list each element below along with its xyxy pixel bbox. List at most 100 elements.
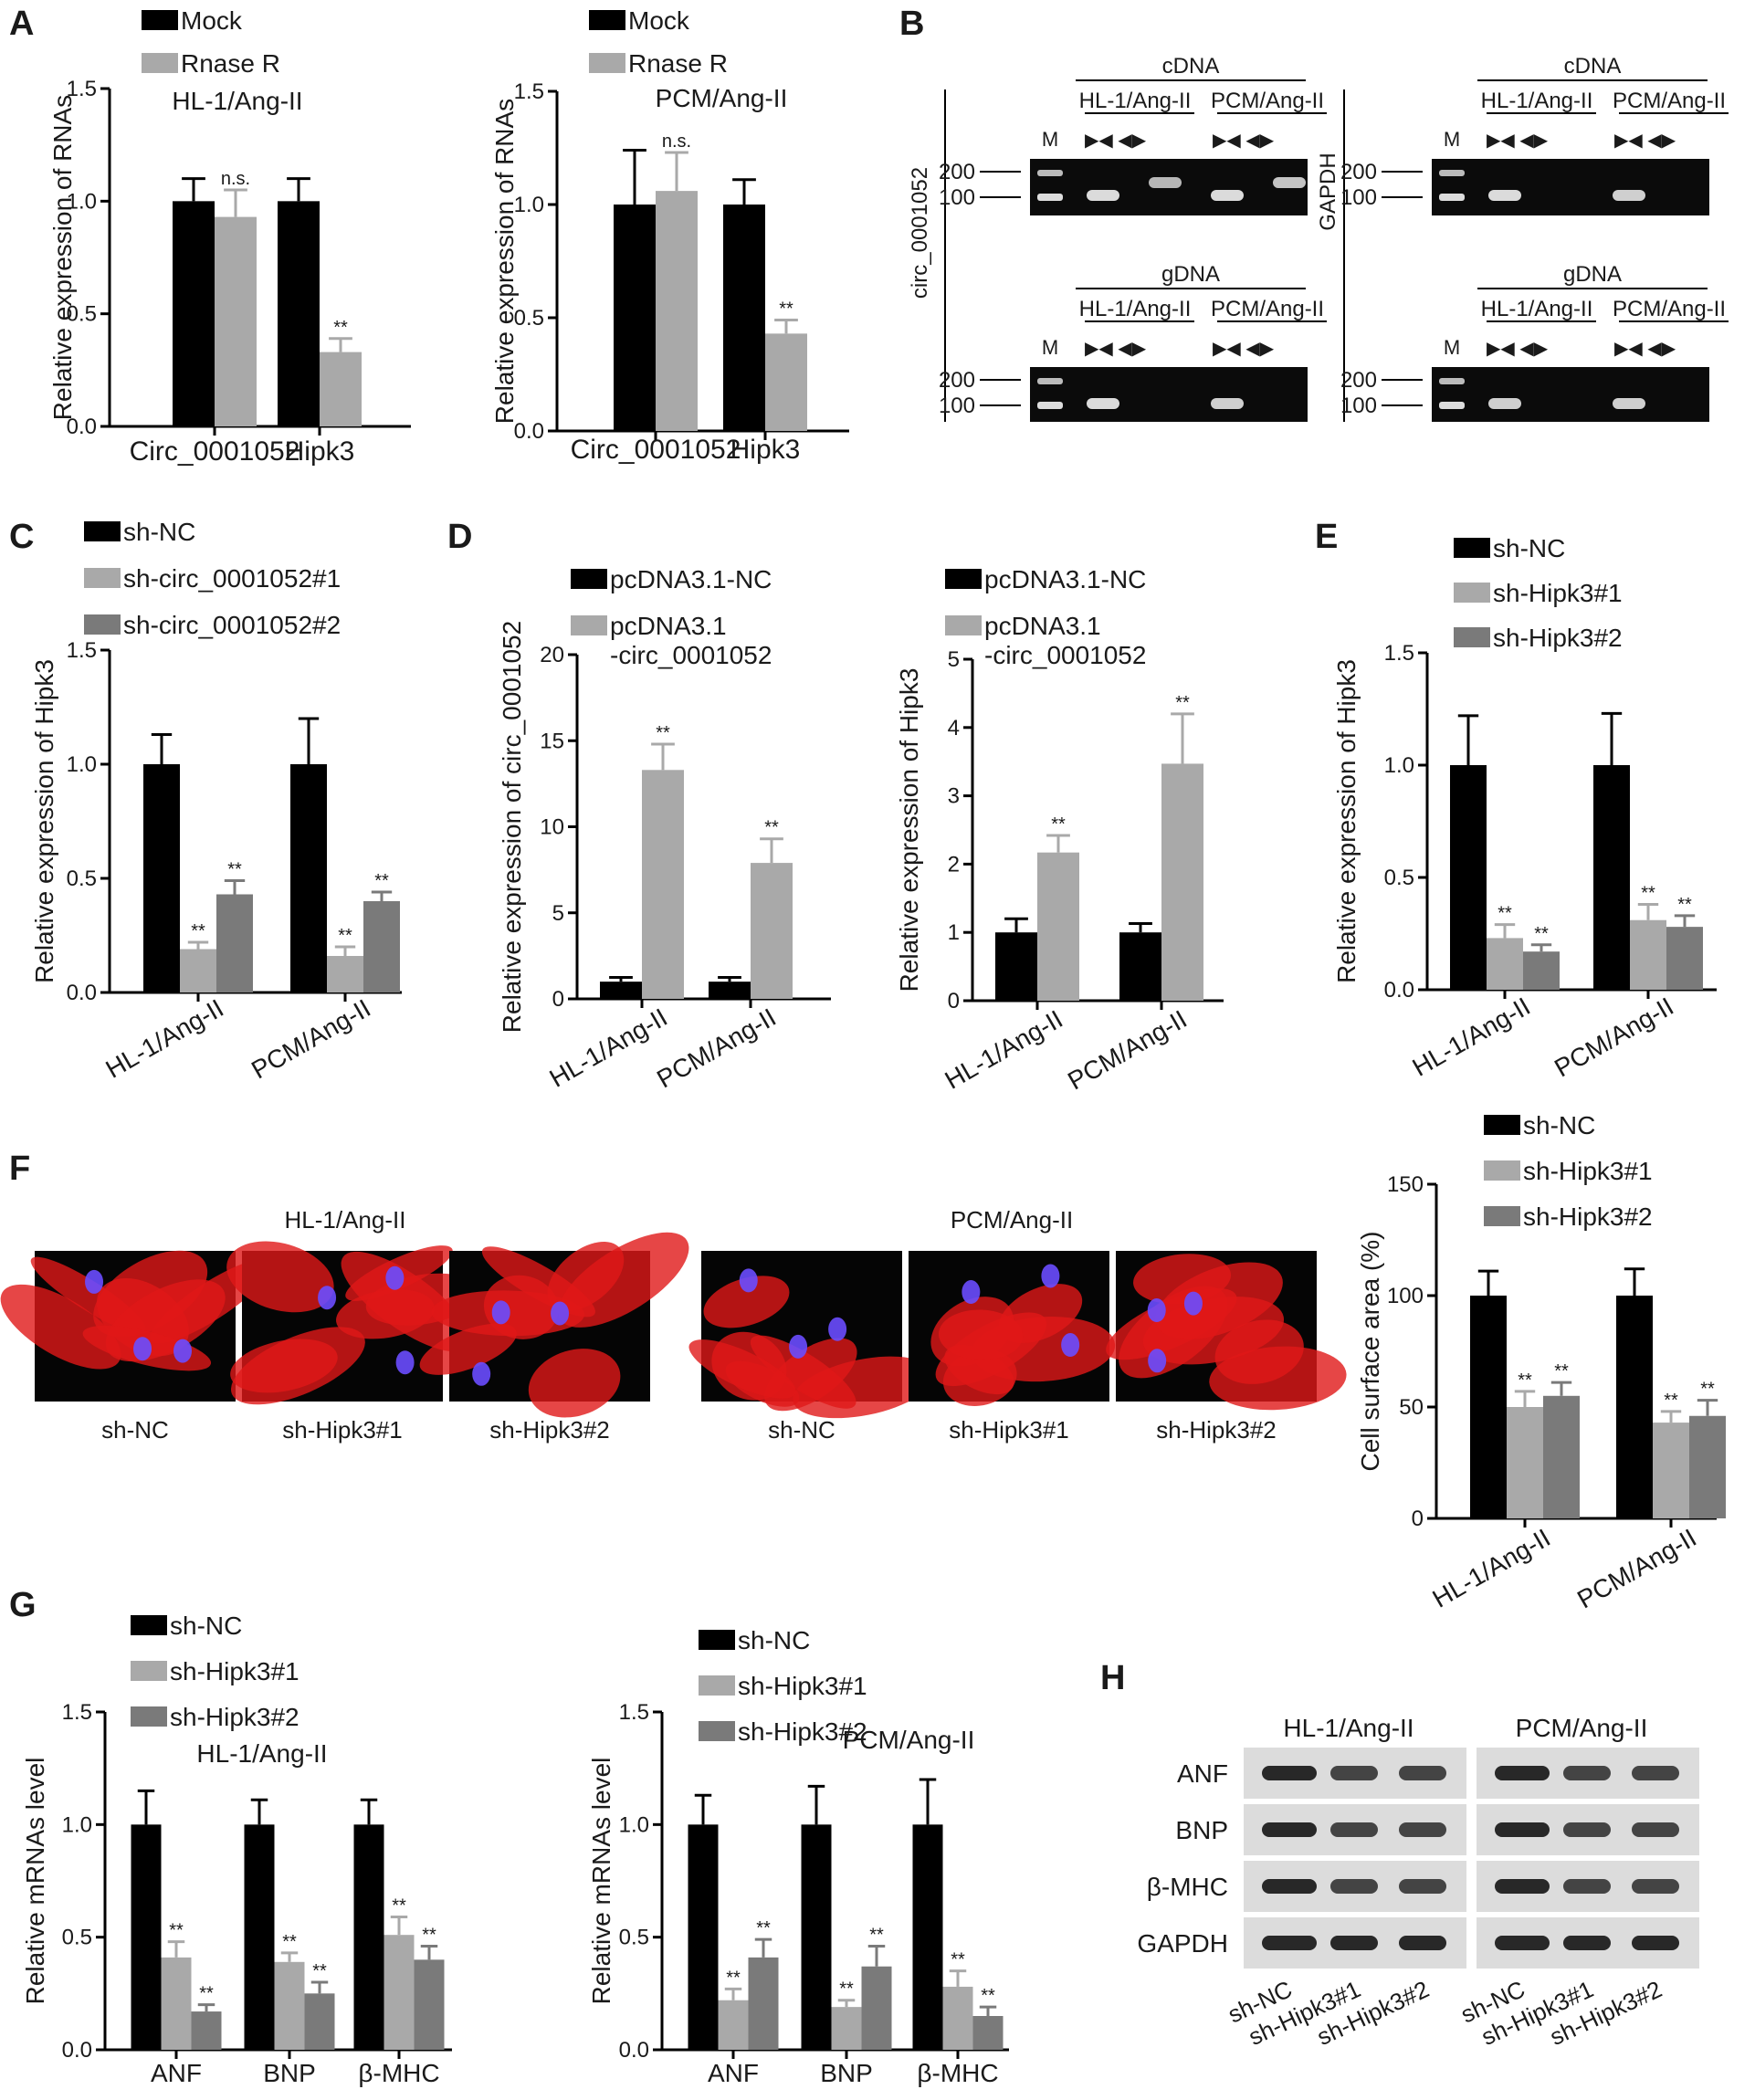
- micrograph-label: sh-Hipk3#2: [489, 1416, 610, 1444]
- bar: [1689, 1415, 1726, 1518]
- y-tick-label: 15: [540, 729, 564, 753]
- blot-row-label: GAPDH: [1137, 1929, 1228, 1958]
- primer-symbols: ▶◀ ◀▶: [1614, 131, 1676, 151]
- significance-label: **: [1554, 1361, 1569, 1381]
- x-category-label: β-MHC: [917, 2059, 998, 2087]
- marker-band: [1439, 170, 1465, 176]
- gel-lane-group-label: PCM/Ang-II: [1613, 297, 1726, 321]
- protein-band: [1563, 1879, 1611, 1894]
- x-category-label: Hipk3: [285, 436, 355, 467]
- y-axis-label: Relative expression of Hipk3: [895, 668, 923, 992]
- blot-group-title: PCM/Ang-II: [1516, 1714, 1648, 1742]
- y-tick-label: 0.5: [1384, 866, 1414, 890]
- y-tick-label: 0.5: [62, 1926, 92, 1950]
- protein-band: [1262, 1822, 1317, 1837]
- bar: [861, 1966, 892, 2050]
- primer-symbols: ▶◀ ◀▶: [1085, 339, 1147, 359]
- panel-b-gels: circ_0001052 GAPDH cDNA HL-1/Ang-II PCM/Ang-…: [908, 54, 1729, 422]
- significance-label: **: [764, 818, 779, 838]
- bar: [723, 205, 765, 431]
- significance-label: **: [1051, 814, 1066, 835]
- dna-band: [1149, 177, 1182, 188]
- protein-band: [1563, 1822, 1611, 1837]
- cell-nucleus: [395, 1350, 415, 1375]
- blot-group-title: HL-1/Ang-II: [1283, 1714, 1413, 1742]
- cell-body: [938, 1309, 1024, 1360]
- protein-band: [1330, 1879, 1378, 1894]
- gel-template-label: gDNA: [1161, 262, 1220, 287]
- cell-nucleus: [1148, 1349, 1167, 1373]
- x-category-label: PCM/Ang-II: [1572, 1523, 1701, 1613]
- y-tick-label: 1.0: [67, 752, 97, 777]
- protein-band: [1399, 1936, 1446, 1950]
- bar: [131, 1824, 162, 2050]
- micrograph-label: sh-Hipk3#2: [1156, 1416, 1277, 1444]
- protein-band: [1632, 1879, 1679, 1894]
- bar: [688, 1824, 719, 2050]
- panel-label-c: C: [9, 518, 34, 556]
- protein-band: [1262, 1766, 1317, 1780]
- marker-label: M: [1444, 336, 1460, 359]
- x-category-label: Circ_0001052: [130, 436, 300, 467]
- bar: [180, 949, 216, 992]
- cell-nucleus: [962, 1280, 981, 1305]
- y-tick-label: 1: [948, 920, 960, 945]
- legend-swatch: [1454, 583, 1490, 603]
- protein-band: [1632, 1936, 1679, 1950]
- significance-label: **: [839, 1979, 854, 2000]
- chart-title: PCM/Ang-II: [843, 1726, 975, 1754]
- legend-label: pcDNA3.1: [984, 612, 1101, 640]
- y-tick-label: 5: [948, 647, 960, 672]
- legend-label: sh-NC: [1493, 534, 1565, 562]
- marker-band: [1037, 194, 1063, 201]
- significance-label: **: [1700, 1380, 1715, 1400]
- cell-body: [230, 1339, 338, 1393]
- legend-label: Mock: [181, 6, 243, 35]
- legend-label: sh-Hipk3#2: [170, 1703, 300, 1731]
- chart-d-hipk3: 0 1 2 3 4 5 Relative expression of Hipk3 ** HL-1…: [895, 565, 1224, 1096]
- gel-lane-group-label: PCM/Ang-II: [1613, 89, 1726, 113]
- marker-band: [1439, 378, 1465, 384]
- y-axis-label: Relative expression of Hipk3: [30, 659, 58, 983]
- y-tick-label: 1.5: [62, 1700, 92, 1725]
- significance-label: **: [1677, 895, 1692, 915]
- bar: [215, 216, 257, 426]
- cell-body: [0, 1284, 121, 1370]
- panel-label-e: E: [1315, 518, 1338, 556]
- legend-swatch: [1454, 627, 1490, 647]
- cell-body: [1209, 1346, 1347, 1411]
- bar: [751, 863, 793, 999]
- legend-label: -circ_0001052: [984, 641, 1146, 669]
- primer-symbols: ▶◀ ◀▶: [1213, 131, 1275, 151]
- bar: [320, 352, 362, 426]
- significance-label: **: [756, 1918, 771, 1938]
- significance-label: **: [981, 1986, 995, 2006]
- legend-label: sh-NC: [123, 518, 195, 546]
- cell-nucleus: [1041, 1264, 1060, 1288]
- bar: [1161, 763, 1203, 1001]
- cell-body: [688, 1339, 796, 1399]
- bar: [1543, 1395, 1580, 1518]
- bar: [1037, 852, 1079, 1001]
- dna-band: [1211, 190, 1244, 201]
- legend-swatch: [131, 1661, 167, 1681]
- size-marker-label: 100: [939, 185, 975, 210]
- blot-row-label: BNP: [1175, 1816, 1228, 1844]
- size-marker-label: 200: [939, 368, 975, 393]
- legend-swatch: [945, 569, 982, 589]
- dna-band: [1087, 398, 1119, 409]
- x-category-label: HL-1/Ang-II: [1428, 1523, 1555, 1612]
- x-category-label: HL-1/Ang-II: [101, 993, 228, 1083]
- legend-swatch: [142, 10, 178, 30]
- legend-label: Rnase R: [181, 49, 280, 78]
- cell-nucleus: [1147, 1298, 1166, 1323]
- bar: [353, 1824, 384, 2050]
- gel-lane-group-label: HL-1/Ang-II: [1079, 89, 1192, 113]
- x-category-label: PCM/Ang-II: [652, 1003, 781, 1093]
- gel-group-label: GAPDH: [1316, 152, 1340, 230]
- micrograph-label: sh-NC: [768, 1416, 835, 1444]
- bar: [709, 982, 751, 999]
- protein-band: [1495, 1879, 1550, 1894]
- cell-nucleus: [828, 1317, 847, 1341]
